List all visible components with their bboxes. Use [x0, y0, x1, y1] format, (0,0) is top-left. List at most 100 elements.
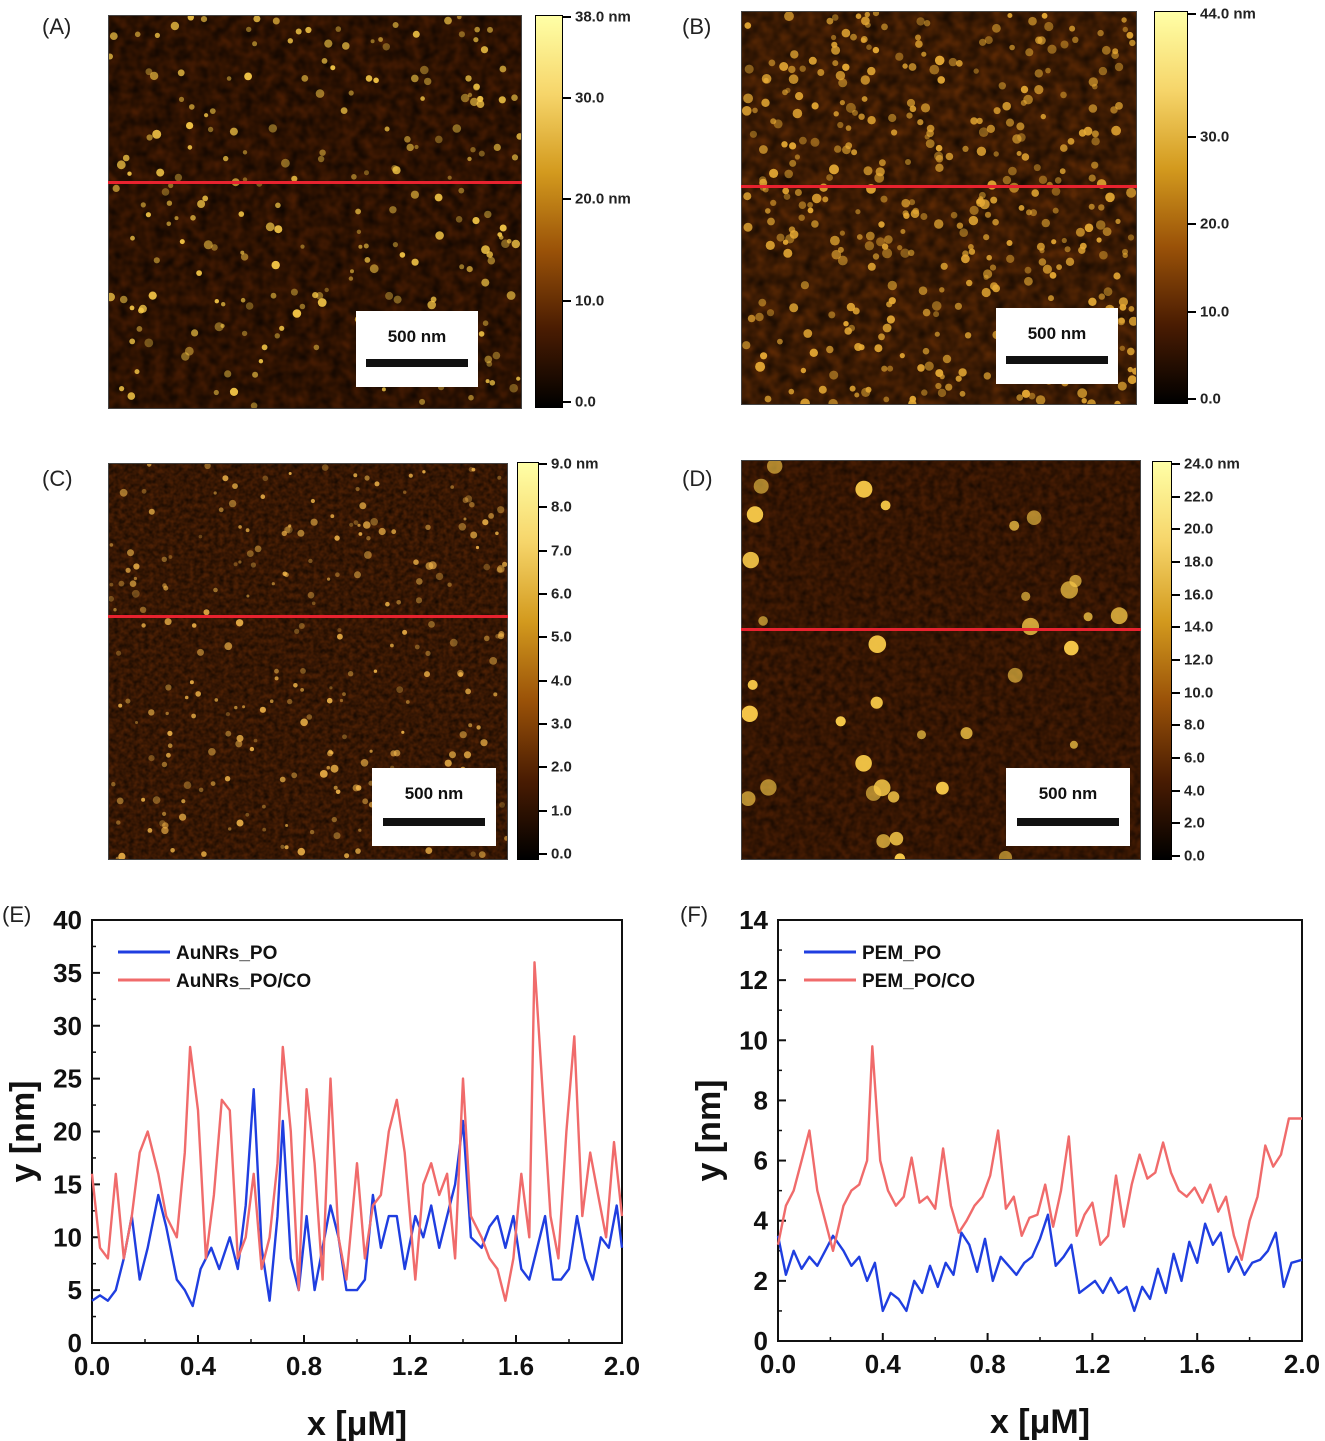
afm-particle — [161, 556, 167, 562]
afm-particle — [326, 765, 331, 770]
afm-particle — [315, 89, 325, 98]
afm-particle — [782, 89, 788, 96]
afm-particle — [487, 26, 493, 33]
afm-particle — [136, 326, 143, 332]
afm-particle — [1040, 113, 1046, 120]
afm-particle — [246, 550, 254, 557]
afm-particle — [955, 60, 963, 67]
afm-particle — [119, 386, 125, 392]
afm-particle — [849, 385, 856, 392]
afm-particle — [1098, 204, 1105, 211]
afm-particle — [125, 698, 131, 704]
afm-particle — [470, 531, 478, 539]
afm-particle — [186, 122, 194, 130]
afm-particle — [1025, 48, 1034, 57]
afm-particle — [1028, 16, 1037, 26]
afm-particle — [917, 119, 924, 126]
afm-particle — [499, 65, 507, 73]
colorbar-tick — [539, 506, 547, 509]
afm-particle — [882, 248, 893, 259]
afm-particle — [384, 126, 390, 132]
afm-particle — [948, 57, 958, 67]
afm-particle — [447, 582, 452, 587]
afm-particle — [179, 239, 185, 245]
afm-particle — [245, 302, 254, 310]
afm-particle — [789, 142, 797, 150]
afm-particle — [897, 245, 903, 251]
afm-particle — [925, 139, 935, 148]
afm-particle — [435, 135, 443, 144]
afm-particle — [245, 528, 250, 533]
afm-particle — [839, 230, 845, 236]
afm-particle — [351, 174, 357, 180]
afm-particle — [113, 608, 117, 612]
afm-particle — [279, 325, 285, 331]
afm-particle — [830, 235, 840, 246]
afm-particle — [321, 464, 329, 471]
afm-particle — [864, 12, 870, 18]
afm-particle — [214, 299, 219, 304]
afm-particle — [300, 718, 308, 727]
afm-particle — [476, 100, 485, 108]
afm-particle — [1021, 591, 1031, 601]
afm-particle — [1035, 36, 1043, 44]
afm-particle — [966, 279, 973, 287]
afm-particle — [758, 298, 767, 307]
afm-particle — [174, 173, 183, 182]
colorbar-tick-label: 10.0 — [1200, 303, 1230, 320]
afm-particle — [187, 16, 194, 21]
afm-particle — [934, 219, 944, 229]
plot-frame — [91, 919, 623, 1344]
afm-particle — [279, 776, 286, 783]
afm-particle — [842, 63, 850, 71]
afm-particle — [931, 301, 942, 311]
afm-particle — [968, 248, 976, 255]
afm-particle — [118, 703, 123, 708]
afm-particle — [855, 480, 873, 498]
afm-particle — [300, 688, 304, 692]
afm-particle — [364, 475, 370, 481]
afm-particle — [410, 190, 419, 199]
colorbar-tick-label: 0.0 — [1200, 390, 1221, 408]
afm-particle — [262, 804, 266, 809]
afm-particle — [1026, 510, 1042, 525]
afm-particle — [493, 143, 501, 151]
afm-particle — [234, 705, 238, 710]
afm-particle — [203, 240, 213, 250]
afm-particle — [939, 374, 945, 380]
colorbar-tick-label: 24.0 nm — [1184, 455, 1240, 473]
afm-particle — [392, 22, 399, 28]
afm-particle — [470, 851, 476, 857]
afm-particle — [307, 591, 315, 599]
afm-particle — [747, 314, 756, 323]
afm-particle — [270, 292, 277, 299]
afm-particle — [855, 209, 861, 215]
afm-particle — [950, 211, 958, 219]
afm-particle — [468, 467, 474, 472]
afm-particle — [876, 237, 885, 247]
afm-particle — [416, 578, 423, 585]
afm-particle — [109, 543, 114, 547]
afm-particle — [295, 28, 302, 35]
panel-label-b: (B) — [682, 14, 712, 39]
afm-particle — [1060, 40, 1069, 49]
afm-particle — [252, 371, 259, 378]
afm-particle — [755, 312, 764, 322]
afm-particle — [355, 785, 362, 791]
afm-particle — [140, 202, 146, 208]
y-tick-label: 8 — [754, 1085, 768, 1115]
afm-particle — [356, 229, 362, 234]
colorbar-tick — [1172, 691, 1180, 694]
colorbar-tick-label: 20.0 nm — [575, 190, 631, 208]
afm-particle — [940, 262, 948, 270]
afm-particle — [1129, 39, 1136, 47]
afm-particle — [990, 196, 998, 204]
afm-particle — [236, 819, 244, 827]
x-tick-label: 2.0 — [604, 1351, 640, 1381]
line-profile-marker-b — [741, 185, 1137, 188]
afm-particle — [789, 303, 799, 313]
afm-particle — [832, 60, 839, 67]
x-axis-label: x [μM] — [307, 1405, 407, 1441]
afm-particle — [204, 113, 209, 118]
afm-particle — [1103, 287, 1113, 297]
